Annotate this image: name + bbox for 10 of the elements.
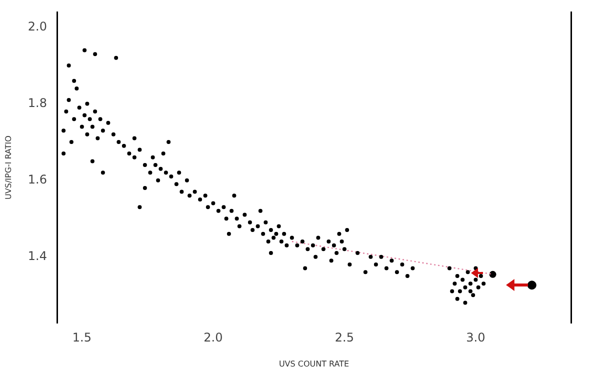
x-tick-label: 3.0 [466,330,486,344]
x-tick-label: 2.5 [334,330,354,344]
y-axis-title: UVS/IPG-I RATIO [4,136,13,200]
y-tick-label: 2.0 [28,19,47,34]
x-tick-label: 1.5 [72,330,92,344]
y-tick-label: 1.8 [28,96,47,110]
x-axis-title: UVS COUNT RATE [278,359,350,368]
y-tick-label: 1.4 [28,248,47,263]
y-tick-label: 1.6 [28,172,47,186]
x-tick-label: 2.0 [204,330,223,344]
